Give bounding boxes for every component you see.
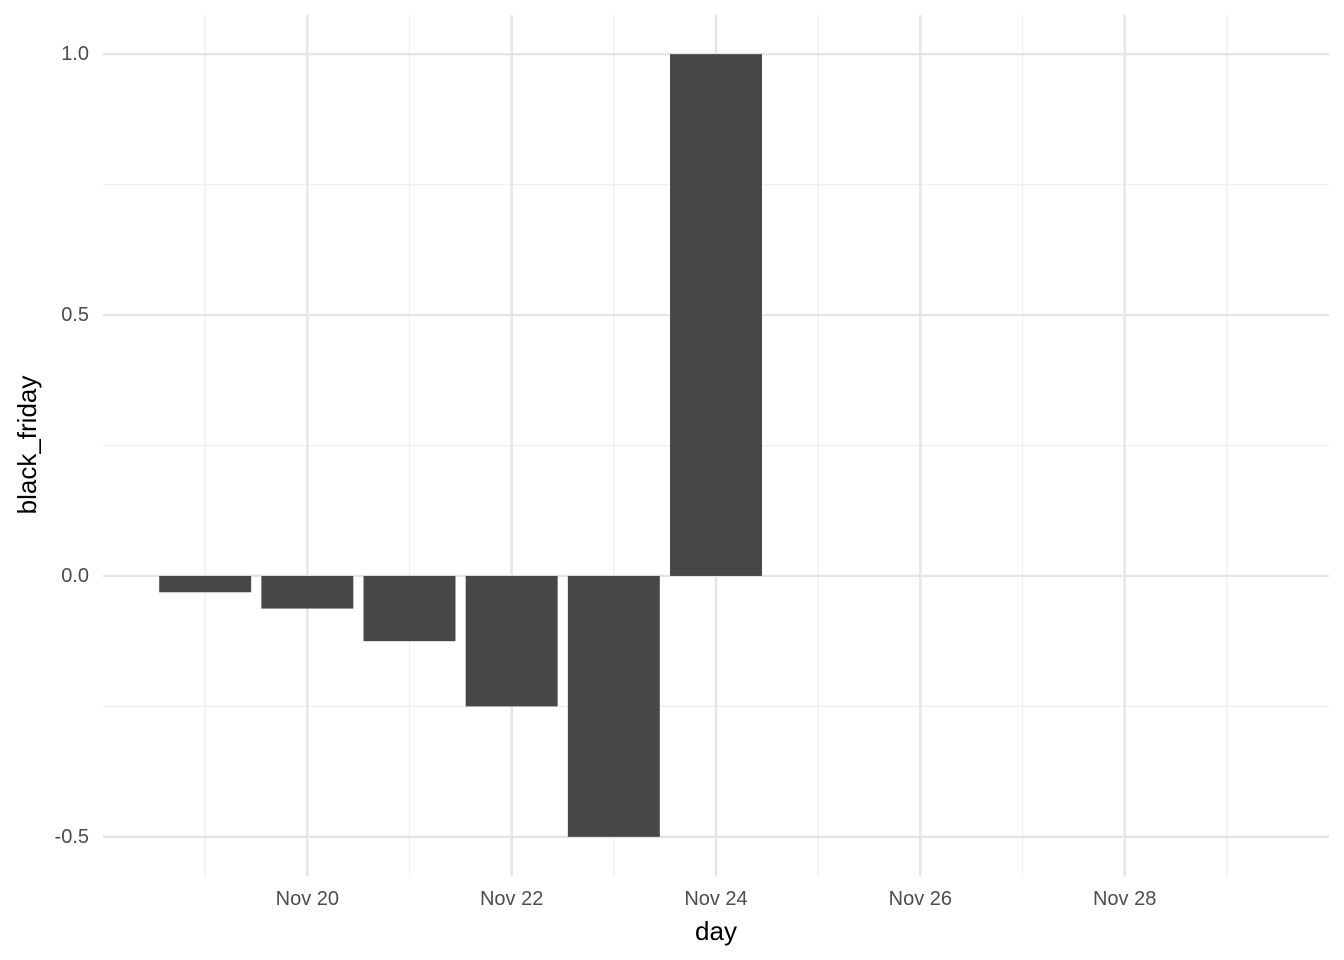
bar-nov-23 [567, 575, 660, 837]
y-tick-label: -0.5 [55, 826, 89, 848]
bar-nov-22 [465, 575, 558, 707]
y-axis-title: black_friday [12, 376, 42, 515]
x-tick-label: Nov 20 [276, 888, 339, 910]
bar-nov-24 [670, 54, 762, 576]
bars [159, 54, 762, 837]
y-tick-label: 0.5 [61, 304, 89, 326]
x-axis-tick-labels: Nov 20 Nov 22 Nov 24 Nov 26 Nov 28 [276, 888, 1157, 910]
bar-nov-20 [261, 575, 354, 609]
y-tick-label: 1.0 [61, 43, 89, 65]
x-tick-label: Nov 26 [889, 888, 952, 910]
bar-nov-21 [363, 575, 456, 642]
x-tick-label: Nov 22 [480, 888, 543, 910]
x-axis-title: day [695, 916, 737, 946]
x-tick-label: Nov 28 [1093, 888, 1156, 910]
y-axis-tick-labels: -0.5 0.0 0.5 1.0 [55, 43, 89, 848]
x-tick-label: Nov 24 [684, 888, 747, 910]
y-tick-label: 0.0 [61, 565, 89, 587]
bar-nov-19 [159, 575, 252, 593]
